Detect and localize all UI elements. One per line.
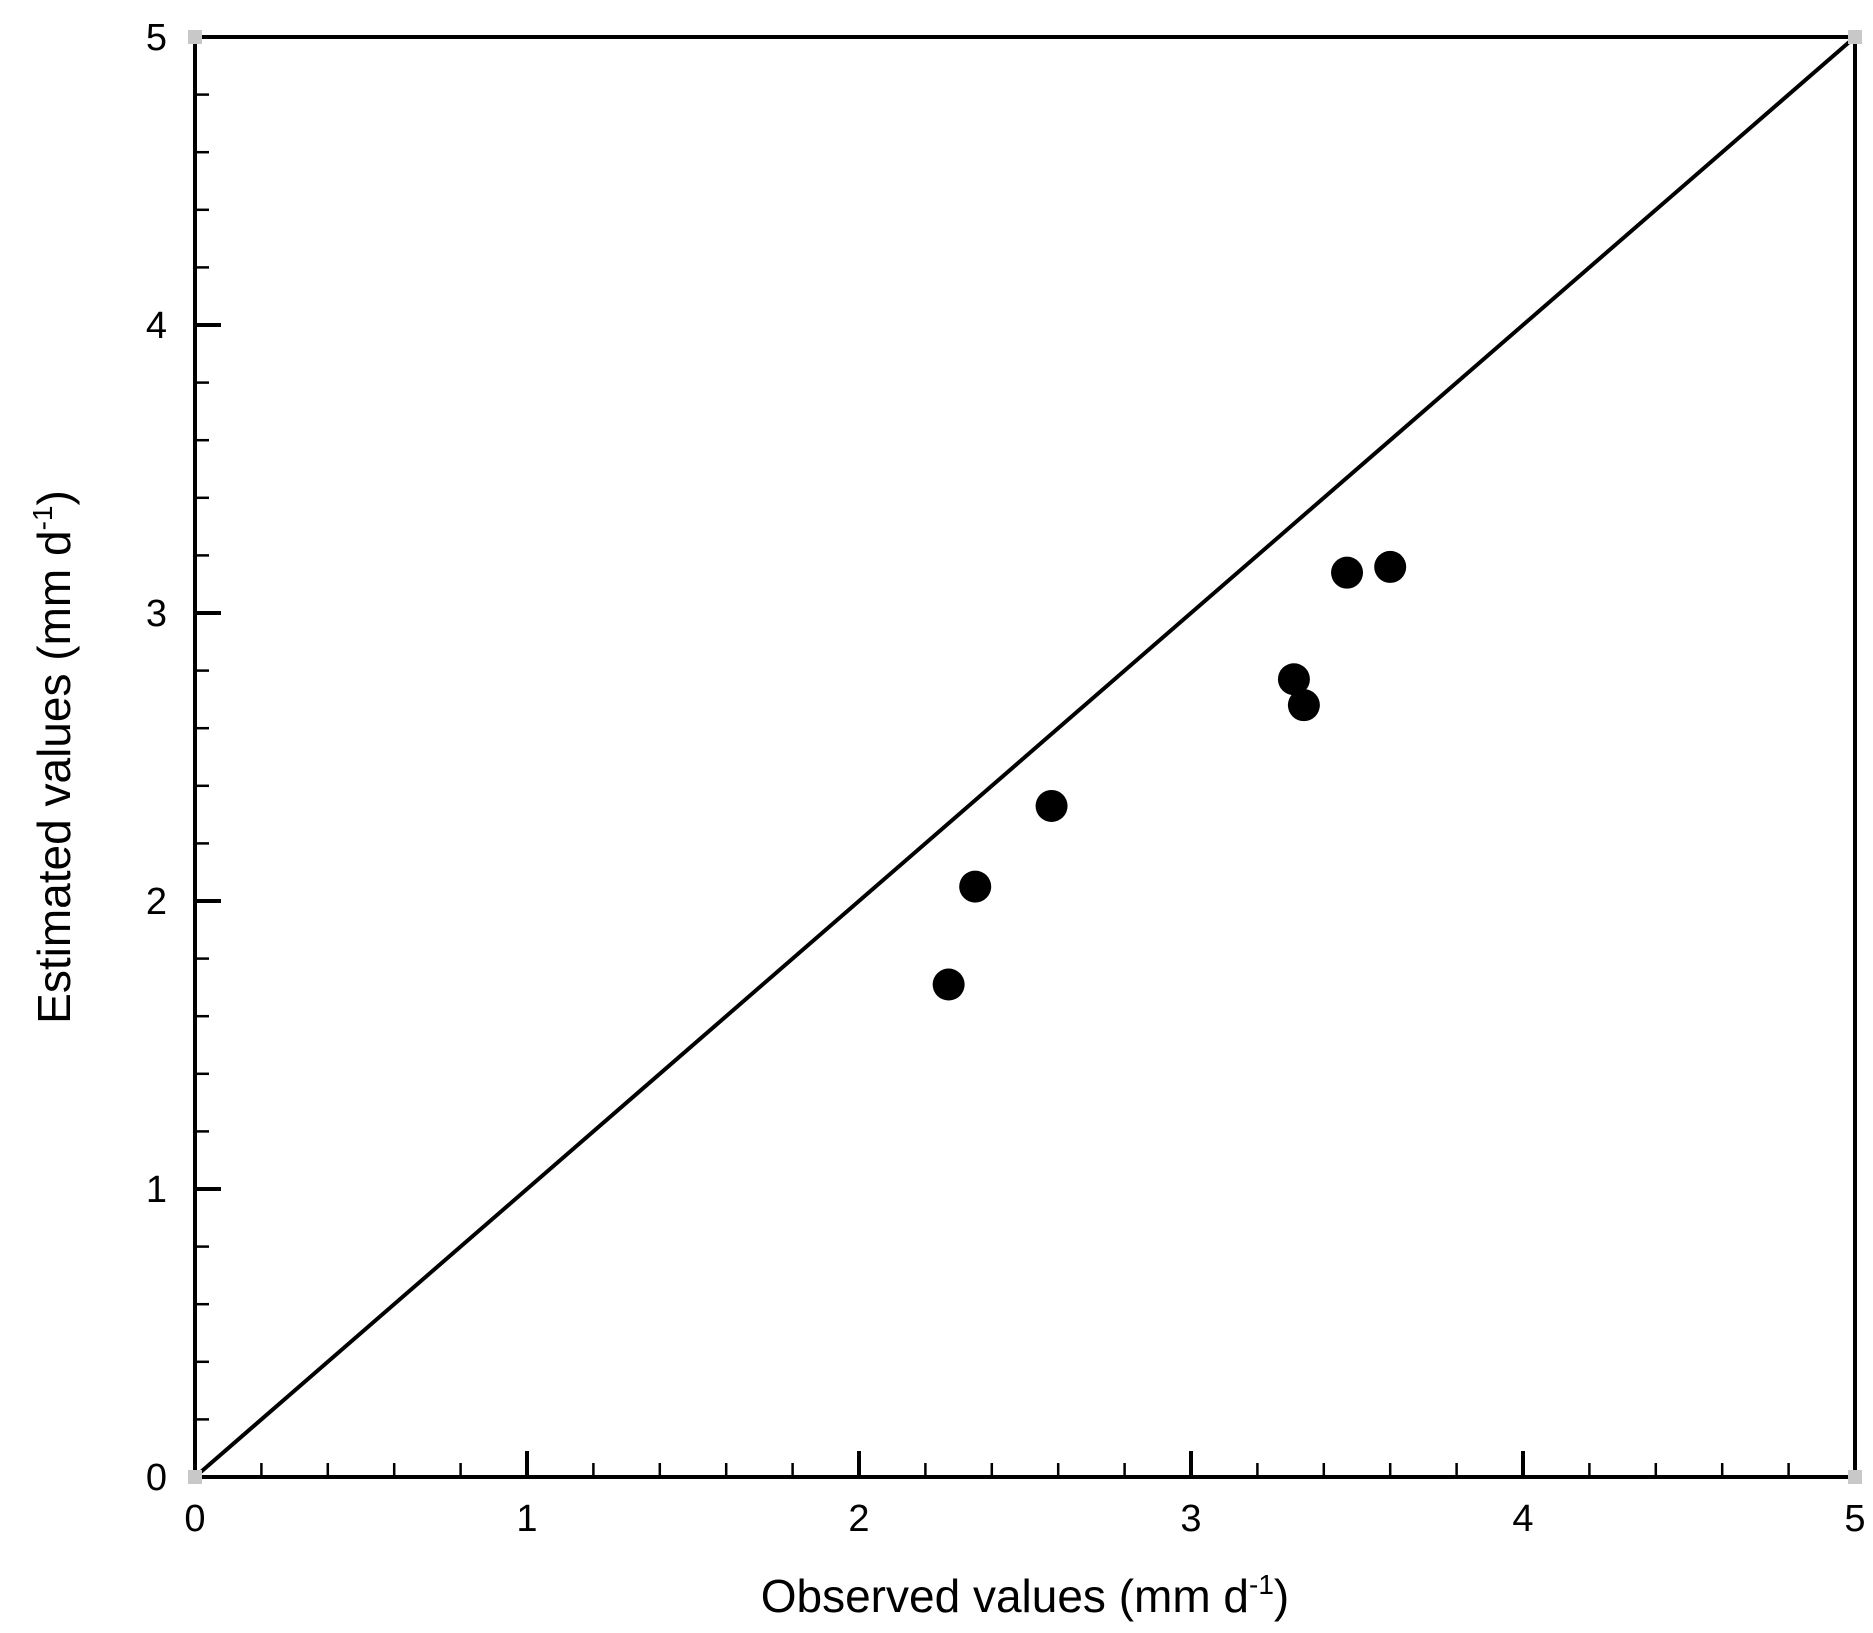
data-point-5 — [1331, 556, 1364, 589]
frame-corner-2 — [188, 1470, 202, 1484]
data-point-6 — [1374, 550, 1407, 583]
y-axis-title-end: ) — [28, 490, 80, 505]
frame-corners — [188, 30, 1862, 1484]
y-axis-title-main: Estimated values (mm d — [28, 530, 80, 1023]
one-to-one-line — [193, 35, 1857, 1479]
y-tick-label: 3 — [146, 593, 167, 635]
plot-frame — [193, 35, 1857, 1479]
y-tick-label: 1 — [146, 1169, 167, 1211]
data-point-4 — [1287, 689, 1320, 722]
data-point-1 — [959, 870, 992, 903]
tick-labels: 0 1 2 3 4 5 0 1 2 3 4 5 — [146, 17, 1866, 1540]
x-tick-label: 2 — [848, 1498, 869, 1540]
y-tick-label: 2 — [146, 881, 167, 923]
x-axis-title: Observed values (mm d-1) — [761, 1569, 1290, 1622]
y-tick-label: 4 — [146, 305, 167, 347]
y-tick-label: 5 — [146, 17, 167, 59]
x-tick-label: 4 — [1512, 1498, 1533, 1540]
x-axis-title-main: Observed values (mm d — [761, 1570, 1249, 1622]
data-point-0 — [932, 968, 965, 1001]
x-tick-label: 3 — [1180, 1498, 1201, 1540]
frame-corner-1 — [1848, 30, 1862, 44]
x-tick-label: 1 — [516, 1498, 537, 1540]
data-point-2 — [1035, 789, 1068, 822]
x-tick-label: 0 — [184, 1498, 205, 1540]
y-axis-title-sup: -1 — [27, 506, 58, 531]
x-axis-title-sup: -1 — [1249, 1569, 1274, 1600]
y-axis-title: Estimated values (mm d-1) — [27, 490, 80, 1024]
x-axis-title-end: ) — [1274, 1570, 1289, 1622]
frame-corner-0 — [188, 30, 202, 44]
frame-corner-3 — [1848, 1470, 1862, 1484]
data-point-3 — [1277, 663, 1310, 696]
y-tick-label: 0 — [146, 1457, 167, 1499]
x-tick-label: 5 — [1844, 1498, 1865, 1540]
data-points — [932, 550, 1407, 1001]
